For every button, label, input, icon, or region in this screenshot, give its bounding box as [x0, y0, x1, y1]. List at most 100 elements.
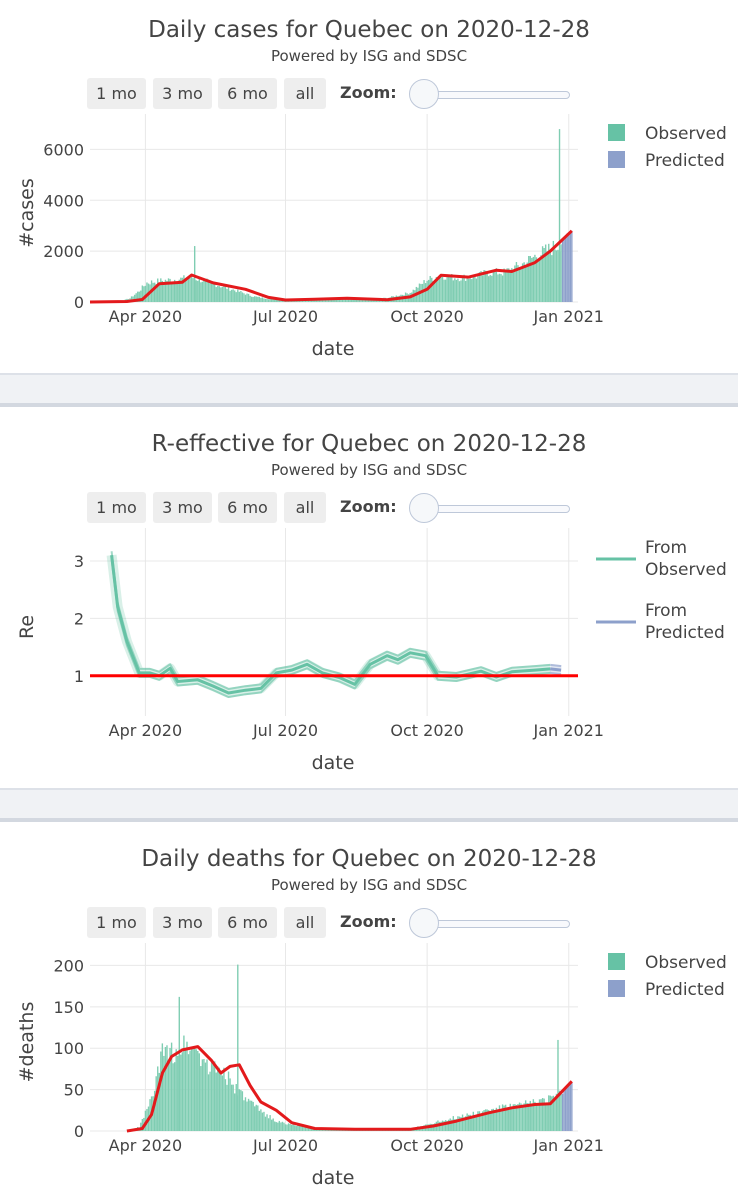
observed-bar	[494, 1111, 495, 1131]
x-axis-title: date	[312, 1167, 355, 1189]
observed-bar	[476, 278, 477, 302]
y-tick-label: 4000	[43, 191, 84, 210]
range-6mo-button[interactable]: 6 mo	[218, 492, 277, 523]
observed-bar	[196, 1049, 197, 1131]
range-all-button[interactable]: all	[284, 78, 326, 109]
observed-bar	[232, 289, 233, 302]
range-3mo-button[interactable]: 3 mo	[153, 78, 212, 109]
observed-bar	[242, 1091, 243, 1131]
observed-bar	[191, 275, 192, 302]
zoom-slider-handle[interactable]	[409, 493, 439, 523]
observed-bar	[243, 293, 244, 302]
range-1mo-button[interactable]: 1 mo	[87, 78, 146, 109]
observed-bar	[157, 1066, 158, 1131]
observed-bar	[240, 1090, 241, 1131]
observed-bar	[500, 1110, 501, 1131]
x-tick-label: Oct 2020	[390, 1136, 463, 1155]
observed-bar	[239, 292, 240, 302]
observed-bar	[482, 275, 483, 302]
observed-bar	[473, 275, 474, 302]
zoom-slider-track[interactable]	[416, 91, 570, 99]
legend-swatch	[608, 980, 625, 997]
observed-bar	[242, 292, 243, 302]
observed-bar	[459, 281, 460, 302]
observed-bar	[248, 294, 249, 302]
observed-bar	[229, 1078, 230, 1131]
zoom-slider-handle[interactable]	[409, 79, 439, 109]
zoom-slider-track[interactable]	[416, 505, 570, 513]
observed-bar	[557, 250, 558, 302]
series-upper-bound	[112, 551, 551, 689]
observed-bar	[451, 274, 452, 302]
zoom-slider-track[interactable]	[416, 920, 570, 928]
observed-bar	[236, 292, 237, 302]
observed-bar	[283, 1123, 284, 1131]
observed-bar	[188, 278, 189, 302]
y-tick-label: 100	[53, 1039, 84, 1058]
observed-bar	[445, 280, 446, 302]
observed-bar	[540, 255, 541, 302]
observed-bar	[513, 272, 514, 302]
observed-bar	[231, 1085, 232, 1131]
y-tick-label: 0	[74, 293, 84, 312]
observed-bar	[276, 1122, 277, 1131]
range-6mo-button[interactable]: 6 mo	[218, 78, 277, 109]
observed-bar	[488, 276, 489, 302]
observed-bar	[262, 297, 263, 302]
observed-bar	[274, 1121, 275, 1131]
range-1mo-button[interactable]: 1 mo	[87, 492, 146, 523]
observed-bar	[528, 1103, 529, 1131]
observed-bar	[528, 256, 529, 302]
observed-bar	[256, 1105, 257, 1131]
observed-bar	[268, 299, 269, 302]
x-tick-label: Apr 2020	[109, 307, 182, 326]
observed-bar	[212, 1064, 213, 1131]
observed-bar	[257, 1105, 258, 1131]
observed-bar	[494, 272, 495, 302]
observed-bar	[176, 282, 177, 302]
observed-bar	[196, 280, 197, 302]
observed-bar	[172, 1063, 173, 1131]
observed-bar	[272, 1118, 273, 1131]
range-all-button[interactable]: all	[284, 492, 326, 523]
observed-bar	[476, 1115, 477, 1131]
predicted-bar	[563, 1091, 564, 1131]
observed-bar	[225, 1079, 226, 1131]
observed-bar	[537, 261, 538, 302]
range-6mo-button[interactable]: 6 mo	[218, 907, 277, 938]
range-1mo-button[interactable]: 1 mo	[87, 907, 146, 938]
observed-bar	[490, 275, 491, 302]
observed-bar	[269, 1115, 270, 1131]
zoom-slider-handle[interactable]	[409, 908, 439, 938]
range-all-button[interactable]: all	[284, 907, 326, 938]
y-tick-label: 150	[53, 998, 84, 1017]
observed-bar	[510, 272, 511, 302]
observed-bar	[223, 286, 224, 302]
observed-bar	[186, 279, 187, 302]
observed-bar	[480, 271, 481, 302]
range-3mo-button[interactable]: 3 mo	[153, 907, 212, 938]
observed-bar	[466, 1113, 467, 1131]
observed-bar	[216, 1073, 217, 1131]
observed-bar	[152, 283, 153, 302]
observed-bar	[202, 282, 203, 302]
observed-bar	[442, 1121, 443, 1131]
observed-bar	[511, 268, 512, 302]
observed-bar	[246, 1102, 247, 1131]
observed-bar	[485, 271, 486, 302]
observed-bar	[453, 280, 454, 302]
predicted-bar	[562, 238, 563, 302]
observed-bar	[231, 290, 232, 302]
observed-bar	[448, 277, 449, 302]
observed-bar	[177, 1056, 178, 1131]
observed-bar	[277, 1123, 278, 1131]
observed-bar	[251, 1101, 252, 1131]
observed-bar	[486, 274, 487, 302]
observed-bar	[527, 1103, 528, 1131]
observed-bar	[282, 1122, 283, 1131]
observed-bar	[477, 275, 478, 302]
observed-bar	[185, 1049, 186, 1131]
range-3mo-button[interactable]: 3 mo	[153, 492, 212, 523]
y-axis-title: Re	[16, 615, 38, 639]
y-axis-title: #deaths	[16, 1002, 38, 1083]
